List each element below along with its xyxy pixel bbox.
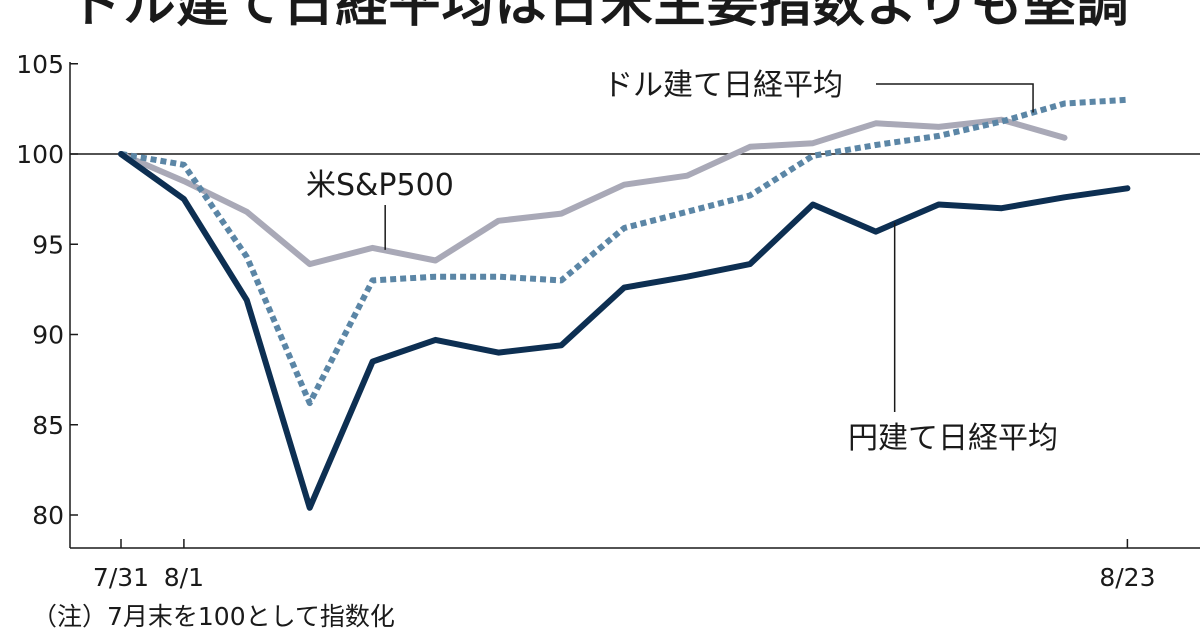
nikkei-usd-line xyxy=(120,96,1128,407)
y-tick-label: 95 xyxy=(32,230,64,259)
sp500-line xyxy=(118,116,1068,268)
grid-layer xyxy=(69,62,1200,549)
nikkei-jpy-line xyxy=(118,151,1131,511)
x-tick-label: 8/23 xyxy=(1099,563,1155,592)
chart-note: （注）7月末を100として指数化 xyxy=(32,602,395,631)
y-tick-label: 90 xyxy=(32,321,64,350)
chart-title: ドル建て日経平均は日米主要指数よりも堅調 xyxy=(70,0,1130,34)
y-tick-label: 85 xyxy=(32,411,64,440)
x-tick-label: 7/31 xyxy=(93,563,149,592)
series-layer xyxy=(118,96,1131,511)
series-label-nikkei-usd: ドル建て日経平均 xyxy=(603,68,843,103)
y-tick-label: 105 xyxy=(16,50,64,79)
y-tick-label: 100 xyxy=(16,140,64,169)
series-label-sp500: 米S&P500 xyxy=(306,168,454,203)
y-tick-label: 80 xyxy=(32,501,64,530)
leader-line-nikkei-usd xyxy=(876,83,1034,113)
label-layer: 80 85 90 95 100 105 7/31 8/1 8/23 米S&P500 ドル建て日経平均… xyxy=(16,50,1155,592)
x-tick-label: 8/1 xyxy=(164,563,204,592)
series-label-nikkei-jpy: 円建て日経平均 xyxy=(848,421,1058,456)
